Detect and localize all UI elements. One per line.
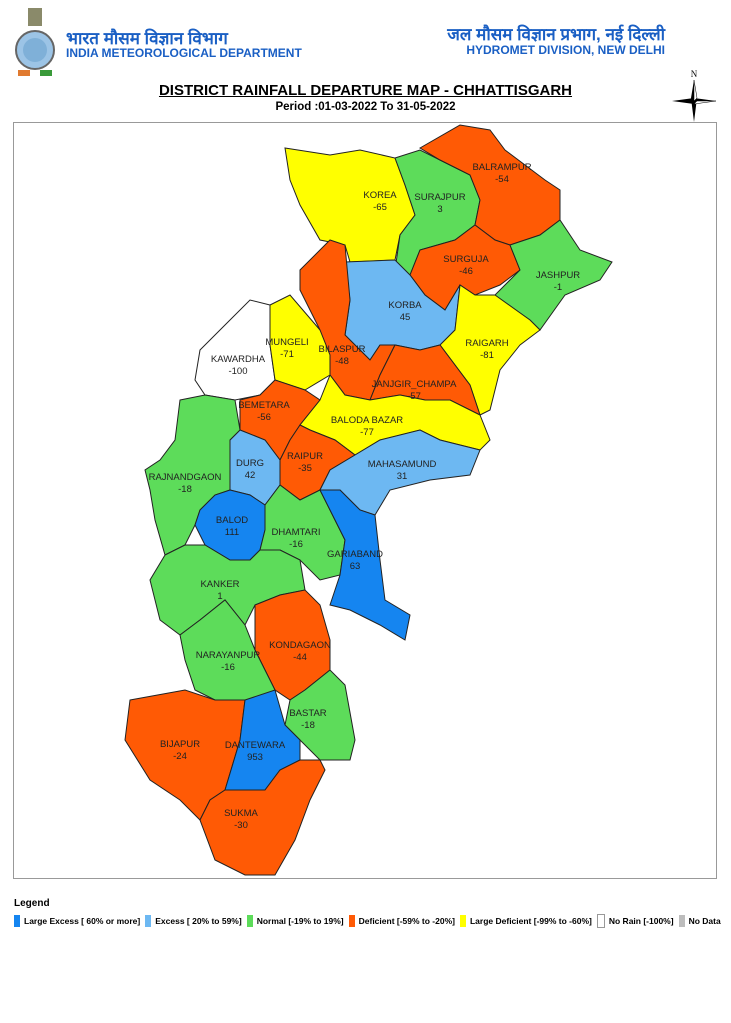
district-name-label: KONDAGAON <box>269 640 331 651</box>
district-value-label: -1 <box>554 282 562 293</box>
legend-swatch <box>246 915 253 927</box>
legend-label: No Rain [-100%] <box>608 916 674 926</box>
legend-label: Large Deficient [-99% to -60%] <box>469 916 592 926</box>
district-value-label: -57 <box>407 391 421 402</box>
district-name-label: KOREA <box>363 190 397 201</box>
district-name-label: RAJNANDGAON <box>149 472 222 483</box>
district-value-label: -65 <box>373 202 387 213</box>
legend-label: Excess [ 20% to 59%] <box>155 916 242 926</box>
legend-item-large-excess: Large Excess [ 60% or more] <box>14 915 140 927</box>
map-period: Period :01-03-2022 To 31-05-2022 <box>275 101 456 113</box>
legend-item-no-rain: No Rain [-100%] <box>596 914 674 928</box>
district-value-label: -81 <box>480 350 494 361</box>
legend-swatch <box>459 915 466 927</box>
district-gariaband <box>319 489 411 641</box>
legend-item-deficient: Deficient [-59% to -20%] <box>348 915 455 927</box>
hindi-org-name: भारत मौसम विज्ञान विभाग <box>66 29 228 48</box>
district-value-label: -100 <box>228 366 247 377</box>
legend-label: Large Excess [ 60% or more] <box>24 916 141 926</box>
district-value-label: -18 <box>301 720 315 731</box>
district-name-label: BALODA BAZAR <box>331 415 403 426</box>
district-value-label: 1 <box>217 591 222 602</box>
district-value-label: 63 <box>350 561 361 572</box>
map-title: DISTRICT RAINFALL DEPARTURE MAP - CHHATT… <box>0 82 731 99</box>
district-value-label: -44 <box>293 652 307 663</box>
district-name-label: JASHPUR <box>536 270 580 281</box>
district-value-label: -77 <box>360 427 374 438</box>
map-frame <box>13 122 717 879</box>
district-value-label: -18 <box>178 484 192 495</box>
district-value-label: 42 <box>245 470 256 481</box>
legend-swatch <box>348 915 355 927</box>
district-name-label: DURG <box>236 458 264 469</box>
district-name-label: MUNGELI <box>265 337 308 348</box>
district-name-label: SURAJPUR <box>414 192 465 203</box>
district-name-label: RAIGARH <box>465 338 508 349</box>
district-name-label: BILASPUR <box>319 344 366 355</box>
legend-swatch <box>14 915 20 927</box>
district-name-label: SURGUJA <box>443 254 489 265</box>
district-value-label: 111 <box>225 527 239 538</box>
district-value-label: -24 <box>173 751 187 762</box>
district-value-label: -46 <box>459 266 473 277</box>
district-name-label: SUKMA <box>224 808 258 819</box>
district-name-label: BASTAR <box>289 708 326 719</box>
district-name-label: KAWARDHA <box>211 354 266 365</box>
district-kawardha <box>194 299 276 401</box>
district-name-label: JANJGIR_CHAMPA <box>372 379 457 390</box>
hindi-division-name: जल मौसम विज्ञान प्रभाग, नई दिल्ली <box>447 25 665 44</box>
district-value-label: 953 <box>247 752 263 763</box>
district-name-label: BALOD <box>216 515 248 526</box>
district-value-label: -16 <box>289 539 303 550</box>
legend-label: No Data <box>688 916 721 926</box>
org-name: INDIA METEOROLOGICAL DEPARTMENT <box>66 46 302 60</box>
legend: Large Excess [ 60% or more] Excess [ 20% … <box>14 914 726 928</box>
legend-item-excess: Excess [ 20% to 59%] <box>145 915 242 927</box>
north-label: N <box>691 69 698 79</box>
district-value-label: -35 <box>298 463 312 474</box>
district-value-label: -54 <box>495 174 509 185</box>
legend-title: Legend <box>14 898 50 909</box>
district-name-label: BALRAMPUR <box>472 162 531 173</box>
district-value-label: -48 <box>335 356 349 367</box>
division-name: HYDROMET DIVISION, NEW DELHI <box>466 43 665 57</box>
legend-swatch <box>678 915 685 927</box>
map-title-text: DISTRICT RAINFALL DEPARTURE MAP - CHHATT… <box>158 82 573 99</box>
district-value-label: 45 <box>400 312 411 323</box>
legend-label: Deficient [-59% to -20%] <box>358 916 455 926</box>
legend-item-no-data: No Data <box>678 915 721 927</box>
district-name-label: KORBA <box>388 300 422 311</box>
legend-swatch <box>596 914 605 928</box>
district-value-label: -56 <box>257 412 271 423</box>
imd-emblem <box>14 6 56 78</box>
district-value-label: -71 <box>280 349 294 360</box>
district-korea <box>284 147 416 263</box>
district-value-label: 3 <box>437 204 442 215</box>
legend-label: Normal [-19% to 19%] <box>256 916 344 926</box>
district-name-label: RAIPUR <box>287 451 323 462</box>
district-name-label: DHAMTARI <box>272 527 321 538</box>
district-sukma <box>199 759 326 876</box>
district-name-label: KANKER <box>200 579 239 590</box>
district-value-label: -30 <box>234 820 248 831</box>
district-name-label: DANTEWARA <box>225 740 286 751</box>
district-value-label: -16 <box>221 662 235 673</box>
district-value-label: 31 <box>397 471 408 482</box>
legend-swatch <box>145 915 152 927</box>
district-name-label: BIJAPUR <box>160 739 200 750</box>
district-name-label: BEMETARA <box>238 400 290 411</box>
legend-item-normal: Normal [-19% to 19%] <box>246 915 344 927</box>
district-name-label: NARAYANPUR <box>196 650 261 661</box>
district-name-label: GARIABAND <box>327 549 383 560</box>
district-name-label: MAHASAMUND <box>368 459 437 470</box>
north-arrow-icon: N <box>672 69 717 122</box>
legend-item-large-deficient: Large Deficient [-99% to -60%] <box>459 915 592 927</box>
